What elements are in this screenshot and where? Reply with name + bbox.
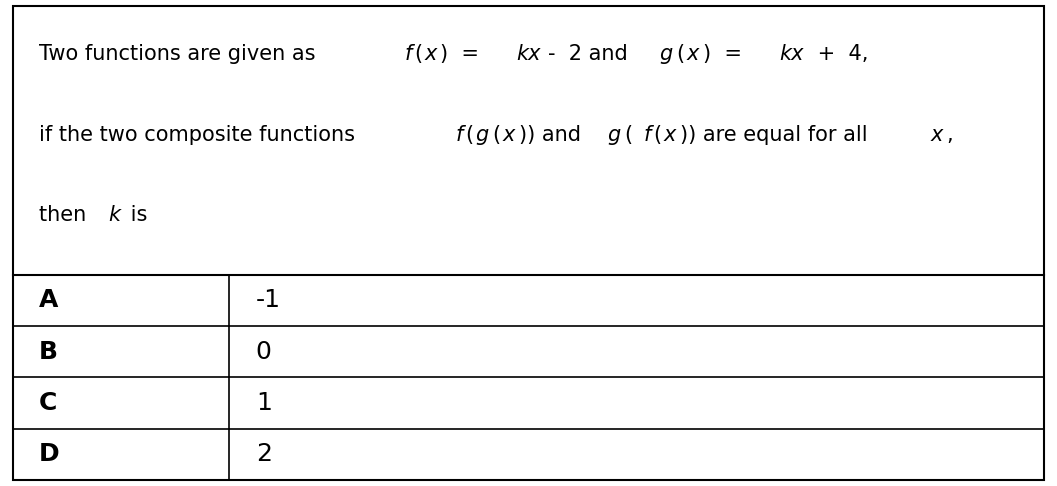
Text: f: f <box>456 125 463 145</box>
Text: C: C <box>39 391 57 415</box>
Text: (: ( <box>653 125 662 145</box>
Text: then: then <box>39 206 93 226</box>
Text: kx: kx <box>517 44 541 64</box>
Text: )) are equal for all: )) are equal for all <box>680 125 874 145</box>
Text: kx: kx <box>779 44 803 64</box>
Text: g: g <box>608 125 620 145</box>
Text: x: x <box>503 125 516 145</box>
Text: +  4,: + 4, <box>811 44 868 64</box>
Text: A: A <box>39 288 58 312</box>
Text: 2: 2 <box>256 442 272 467</box>
Text: (: ( <box>465 125 474 145</box>
Text: )) and: )) and <box>519 125 588 145</box>
Text: k: k <box>109 206 120 226</box>
Text: 1: 1 <box>256 391 272 415</box>
Text: x: x <box>425 44 437 64</box>
Text: -  2 and: - 2 and <box>548 44 634 64</box>
Text: D: D <box>39 442 60 467</box>
Text: ,: , <box>946 125 952 145</box>
Text: if the two composite functions: if the two composite functions <box>39 125 361 145</box>
Text: (: ( <box>414 44 422 64</box>
Text: -1: -1 <box>256 288 281 312</box>
Text: (: ( <box>676 44 685 64</box>
Text: (: ( <box>625 125 639 145</box>
Text: g: g <box>476 125 488 145</box>
Text: )  =: ) = <box>441 44 499 64</box>
Text: )  =: ) = <box>703 44 762 64</box>
Text: f: f <box>644 125 651 145</box>
Text: B: B <box>39 340 58 364</box>
Text: g: g <box>660 44 672 64</box>
Text: x: x <box>664 125 676 145</box>
Text: is: is <box>125 206 148 226</box>
Text: Two functions are given as: Two functions are given as <box>39 44 322 64</box>
Text: f: f <box>405 44 412 64</box>
Text: x: x <box>930 125 943 145</box>
Text: 0: 0 <box>256 340 272 364</box>
Text: x: x <box>687 44 700 64</box>
Text: (: ( <box>493 125 501 145</box>
